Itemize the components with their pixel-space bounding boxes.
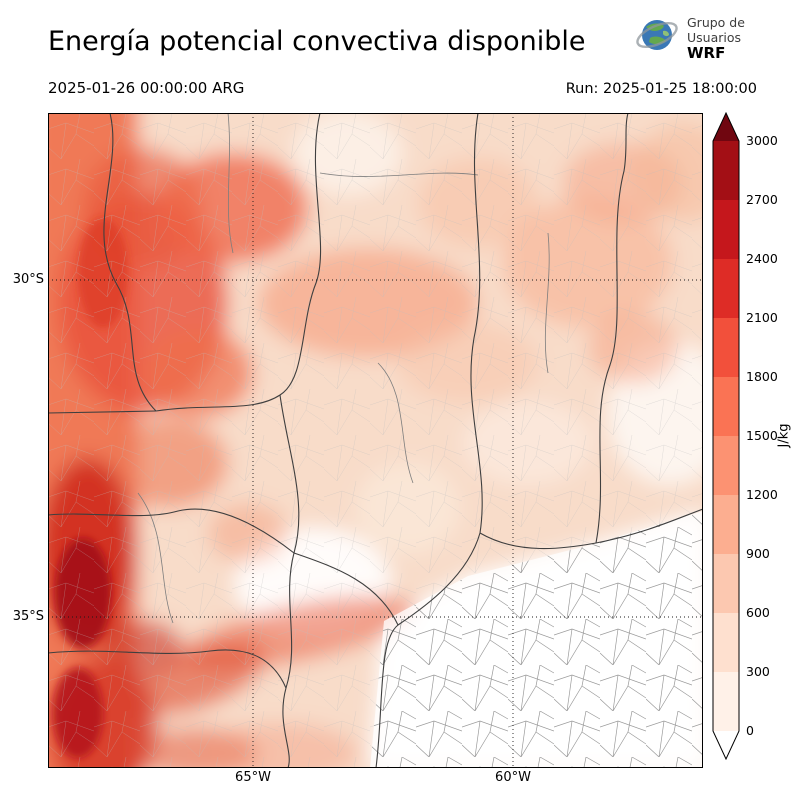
colorbar-tick-label: 1500	[746, 428, 778, 443]
colorbar-segment	[713, 259, 739, 318]
colorbar-tick-label: 900	[746, 546, 770, 561]
colorbar-under-arrow	[713, 731, 739, 759]
colorbar-segment	[713, 141, 739, 200]
province-boundaries	[47, 112, 704, 769]
colorbar-segment	[713, 495, 739, 554]
colorbar-tick-label: 2100	[746, 310, 778, 325]
logo-text: Grupo de Usuarios WRF	[687, 12, 745, 61]
map-border	[48, 113, 703, 768]
globe-icon	[636, 20, 678, 50]
wrf-logo: Grupo de Usuarios WRF	[634, 12, 745, 61]
colorbar-segment	[713, 377, 739, 436]
logo-line-1: Grupo de	[687, 15, 745, 30]
colorbar-tick-label: 3000	[746, 133, 778, 148]
colorbar	[712, 112, 740, 760]
colorbar-tick-label: 2400	[746, 251, 778, 266]
colorbar-segment	[713, 554, 739, 613]
colorbar-segment	[713, 318, 739, 377]
lon-tick-65w: 65°W	[235, 770, 271, 785]
department-mesh-dense	[370, 511, 703, 768]
colorbar-segment	[713, 436, 739, 495]
colorbar-tick-label: 300	[746, 664, 770, 679]
page-title: Energía potencial convectiva disponible	[48, 26, 586, 57]
valid-time-label: 2025-01-26 00:00:00 ARG	[48, 79, 245, 97]
secondary-boundaries	[137, 112, 550, 624]
colorbar-tick-label: 1800	[746, 369, 778, 384]
logo-line-2: Usuarios	[687, 30, 742, 45]
lon-tick-60w: 60°W	[495, 770, 531, 785]
colorbar-over-arrow	[713, 113, 739, 141]
colorbar-tick-label: 1200	[746, 487, 778, 502]
lat-tick-30s: 30°S	[12, 272, 44, 287]
colorbar-tick-label: 600	[746, 605, 770, 620]
run-time-label: Run: 2025-01-25 18:00:00	[565, 81, 757, 97]
colorbar-segment	[713, 613, 739, 672]
map-canvas	[18, 83, 733, 798]
colorbar-segment	[713, 200, 739, 259]
logo-line-3: WRF	[687, 44, 726, 62]
map-svg	[18, 83, 733, 798]
colorbar-units-label: J/kg	[776, 423, 792, 448]
colorbar-segment	[713, 672, 739, 731]
colorbar-outline	[712, 112, 740, 760]
colorbar-tick-label: 2700	[746, 192, 778, 207]
colorbar-tick-label: 0	[746, 723, 754, 738]
lat-tick-35s: 35°S	[12, 609, 44, 624]
